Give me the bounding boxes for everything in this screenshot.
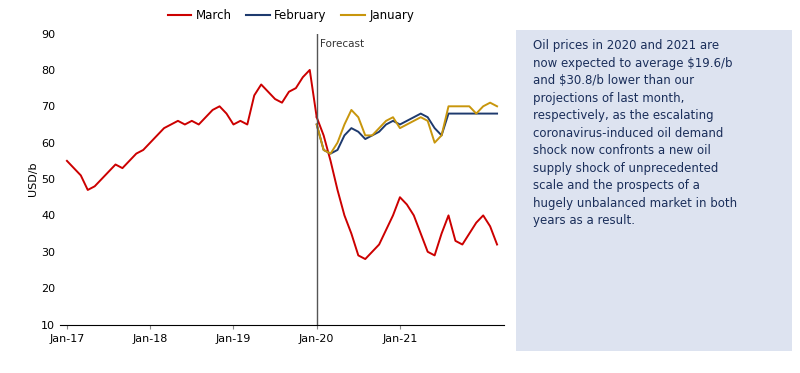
Legend: March, February, January: March, February, January xyxy=(163,4,419,27)
Text: Oil prices in 2020 and 2021 are
now expected to average $19.6/b
and $30.8/b lowe: Oil prices in 2020 and 2021 are now expe… xyxy=(533,40,737,228)
Y-axis label: USD/b: USD/b xyxy=(28,162,38,196)
FancyBboxPatch shape xyxy=(516,30,792,351)
Text: Forecast: Forecast xyxy=(320,39,364,49)
